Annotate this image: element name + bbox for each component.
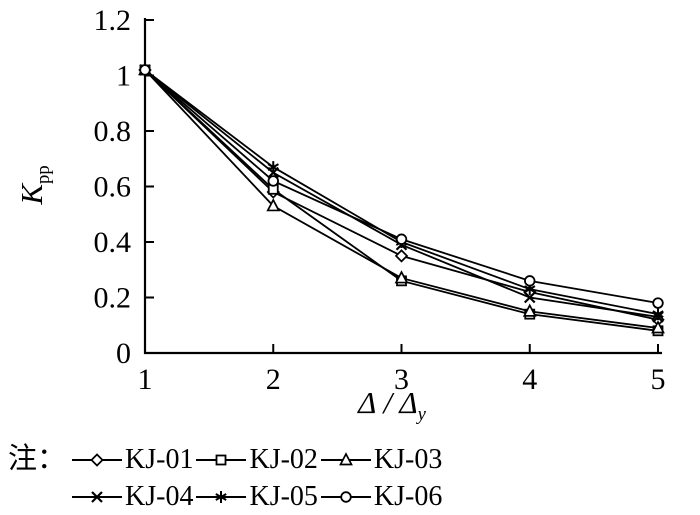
x-tick-label: 4 <box>522 363 537 396</box>
circle-icon <box>395 233 408 245</box>
chart-legend: 注： KJ-01 KJ-02 KJ-03 KJ-04 KJ-05 KJ-06 <box>8 441 443 515</box>
diamond-icon <box>394 249 409 263</box>
circle-icon <box>652 297 664 309</box>
legend-item-KJ-02: KJ-02 <box>194 444 318 476</box>
triangle-icon <box>651 320 665 334</box>
line-chart-plot: 0 0.2 0.4 0.6 0.8 1 1.2 1 2 3 4 5 <box>94 4 666 396</box>
legend-item-KJ-05: KJ-05 <box>194 481 318 513</box>
y-axis-title-subscript: pp <box>33 165 55 184</box>
y-tick-label: 0 <box>116 337 131 370</box>
x-axis-title: Δ / Δy <box>326 385 458 426</box>
legend-label: KJ-05 <box>249 480 318 512</box>
series-line-KJ-06 <box>144 69 659 304</box>
series-line-KJ-02 <box>144 69 659 332</box>
triangle-icon <box>522 303 537 317</box>
x-axis-title-symbol: Δ / Δ <box>358 385 418 420</box>
legend-label: KJ-02 <box>249 443 318 475</box>
x-tick-label: 2 <box>266 363 281 396</box>
y-tick-label: 0.8 <box>94 115 132 148</box>
legend-sample-x <box>72 490 123 503</box>
legend-item-KJ-03: KJ-03 <box>319 444 443 476</box>
y-axis-title-symbol: K <box>14 183 49 205</box>
legend-row: KJ-04 KJ-05 KJ-06 <box>70 478 443 515</box>
y-tick-label: 0.6 <box>94 171 132 204</box>
circle-icon <box>524 275 536 287</box>
legend-note: 注： <box>8 443 67 475</box>
triangle-icon <box>266 198 281 212</box>
triangle-icon <box>394 270 409 284</box>
x-icon <box>91 490 103 503</box>
legend-item-KJ-06: KJ-06 <box>319 481 443 513</box>
legend-sample-square <box>196 454 247 465</box>
asterisk-icon <box>652 308 664 321</box>
y-tick-label: 1 <box>116 60 131 93</box>
x-tick-label: 5 <box>651 363 666 396</box>
legend-sample-diamond <box>72 452 123 467</box>
legend-label: KJ-03 <box>373 443 443 475</box>
y-tick-label: 0.4 <box>94 226 132 259</box>
y-tick-label: 0.2 <box>94 282 132 315</box>
triangle-icon <box>339 451 353 465</box>
x-tick-label: 3 <box>394 363 409 396</box>
asterisk-icon <box>215 490 228 503</box>
legend-sample-triangle <box>320 451 371 465</box>
legend-sample-circle <box>320 490 371 503</box>
y-tick-label: 1.2 <box>94 4 132 37</box>
legend-label: KJ-01 <box>125 443 194 475</box>
legend-sample-asterisk <box>196 490 247 503</box>
circle-icon <box>139 64 151 76</box>
x-tick-label: 1 <box>138 363 153 396</box>
y-axis-title: Kpp <box>14 143 54 227</box>
circle-icon <box>267 175 279 187</box>
legend-label: KJ-06 <box>373 480 443 512</box>
x-axis-title-subscript: y <box>417 404 426 426</box>
circle-icon <box>340 490 352 503</box>
axes-spine <box>143 18 662 355</box>
legend-label: KJ-04 <box>125 480 194 512</box>
asterisk-icon <box>267 161 279 174</box>
legend-rows: KJ-01 KJ-02 KJ-03 KJ-04 KJ-05 KJ-06 <box>70 441 443 515</box>
legend-item-KJ-04: KJ-04 <box>70 481 194 513</box>
x-icon <box>523 291 536 304</box>
square-icon <box>216 454 227 465</box>
legend-item-KJ-01: KJ-01 <box>70 444 194 476</box>
diamond-icon <box>90 452 104 467</box>
legend-row: KJ-01 KJ-02 KJ-03 <box>70 441 443 478</box>
